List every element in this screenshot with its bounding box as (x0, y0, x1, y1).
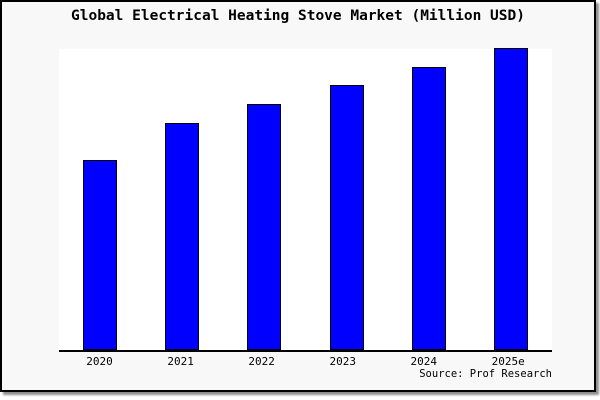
bar-2025e (493, 48, 528, 350)
bar-2021 (165, 123, 200, 350)
x-tick-label-2020: 2020 (86, 355, 113, 368)
x-axis-labels: 2020 2021 2022 2023 2024 2025e (59, 355, 552, 369)
chart-card: Global Electrical Heating Stove Market (… (0, 0, 596, 392)
plot-area (59, 48, 552, 352)
x-tick-label-2021: 2021 (167, 355, 194, 368)
bar-2023 (329, 85, 364, 350)
x-tick-label-2025e: 2025e (491, 355, 525, 368)
bar-2022 (247, 104, 282, 350)
x-tick-label-2024: 2024 (410, 355, 438, 368)
source-label: Source: Prof Research (419, 368, 552, 380)
x-tick-label-2023: 2023 (329, 355, 356, 368)
bar-2020 (83, 160, 118, 350)
bars-container (59, 48, 552, 350)
chart-title: Global Electrical Heating Stove Market (… (71, 8, 525, 24)
x-tick-label-2022: 2022 (248, 355, 275, 368)
x-axis-line (59, 350, 552, 352)
bar-2024 (411, 67, 446, 350)
